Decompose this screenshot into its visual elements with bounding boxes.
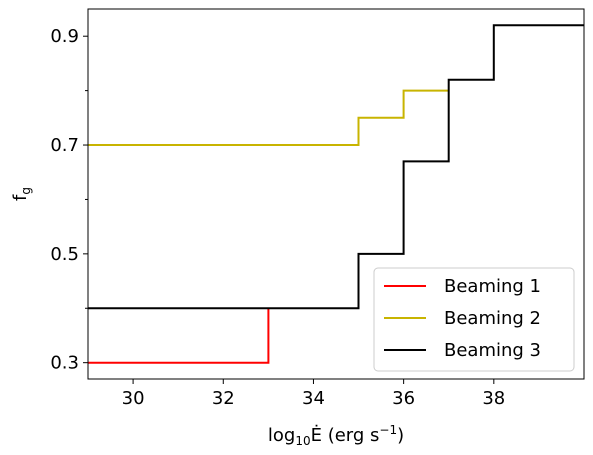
x-tick-label: 36: [392, 388, 415, 409]
y-tick-label: 0.9: [50, 26, 79, 47]
series-lines: [88, 24, 584, 364]
x-tick-label: 30: [122, 388, 145, 409]
plot-content: [88, 24, 584, 364]
x-axis-label-units: (erg s: [322, 425, 379, 446]
x-axis-label-close: ): [397, 425, 404, 446]
series-line-beaming-2: [88, 89, 449, 146]
y-tick-label: 0.5: [50, 244, 79, 265]
x-axis-label-symbol: Ė: [311, 425, 322, 446]
y-axis-label: fg: [10, 187, 33, 201]
legend-box: [373, 267, 575, 372]
x-axis-label-superscript: −1: [379, 423, 397, 437]
x-axis-label-subscript: 10: [295, 434, 310, 448]
y-tick-label: 0.3: [50, 353, 79, 374]
y-tick-label: 0.7: [50, 135, 79, 156]
series-line-beaming-3: [88, 24, 584, 310]
legend-label-beaming-1: Beaming 1: [444, 276, 541, 297]
x-tick-label: 32: [212, 388, 235, 409]
x-tick-label: 34: [302, 388, 325, 409]
x-tick-label: 38: [482, 388, 505, 409]
legend-label-beaming-3: Beaming 3: [444, 340, 541, 361]
series-line-beaming-1: [88, 308, 270, 364]
plot-frame: [87, 8, 585, 380]
legend: Beaming 1 Beaming 2 Beaming 3: [373, 267, 575, 372]
x-axis-label: log10Ė (erg s−1): [268, 423, 404, 448]
y-axis-label-subscript: g: [19, 187, 33, 195]
axis-ticks: 30 32 34 36 38 0.3 0.5 0.7 0.9: [50, 26, 505, 409]
legend-label-beaming-2: Beaming 2: [444, 308, 541, 329]
